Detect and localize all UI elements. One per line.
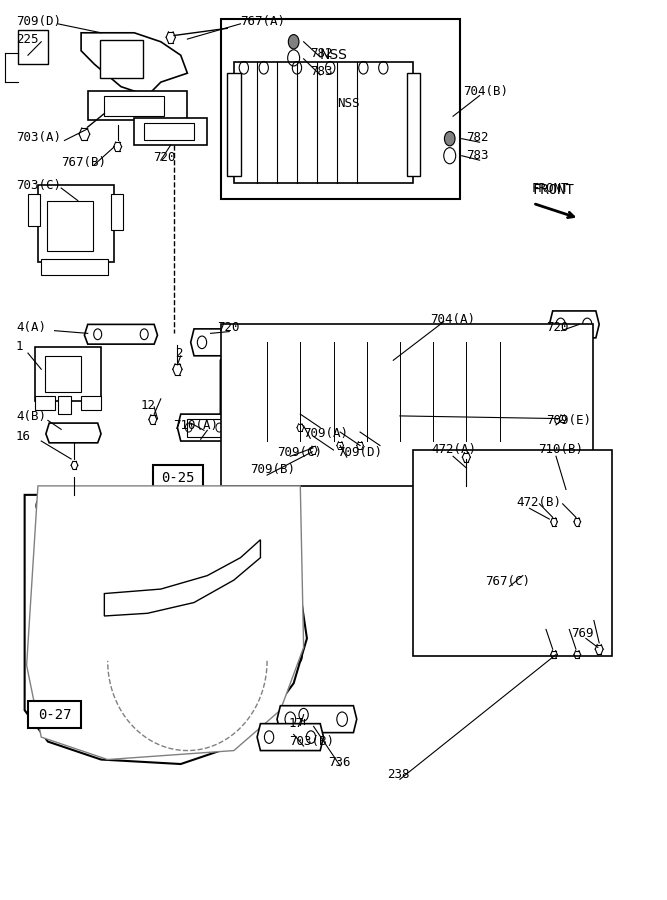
Text: 709(D): 709(D)	[16, 14, 61, 28]
Polygon shape	[134, 118, 207, 145]
Text: 709(E): 709(E)	[546, 414, 591, 427]
Text: 704(B): 704(B)	[463, 85, 508, 97]
Bar	[320, 333, 360, 360]
Text: 0-27: 0-27	[38, 707, 71, 722]
Text: 4(A): 4(A)	[16, 320, 46, 334]
Text: 720: 720	[546, 320, 568, 334]
Bar	[47, 202, 93, 251]
Bar	[81, 396, 101, 410]
Bar	[55, 549, 181, 620]
Bar	[111, 194, 123, 230]
Bar	[28, 701, 81, 728]
Bar	[35, 396, 55, 410]
Text: 720: 720	[153, 151, 175, 164]
Bar	[414, 450, 612, 656]
Text: 0-25: 0-25	[161, 471, 195, 485]
Bar	[45, 356, 81, 392]
Polygon shape	[85, 324, 157, 344]
Bar	[144, 122, 194, 140]
Text: 17: 17	[289, 717, 304, 730]
Text: 225: 225	[16, 32, 39, 46]
Text: FRONT: FRONT	[532, 182, 569, 194]
Bar	[187, 418, 221, 436]
Text: 710(A): 710(A)	[173, 419, 217, 432]
Bar	[35, 346, 101, 400]
Polygon shape	[88, 91, 187, 120]
Text: 704(A): 704(A)	[430, 312, 475, 326]
Circle shape	[288, 34, 299, 49]
Bar	[68, 616, 167, 665]
Polygon shape	[104, 540, 260, 616]
Bar	[38, 185, 114, 262]
Bar	[38, 508, 204, 554]
Text: 12: 12	[141, 399, 156, 411]
Text: 709(C): 709(C)	[277, 446, 322, 459]
Polygon shape	[46, 423, 101, 443]
Text: 782: 782	[310, 47, 333, 60]
Bar	[61, 661, 181, 701]
Bar	[58, 396, 71, 414]
Text: 736: 736	[328, 756, 351, 769]
Text: 709(A): 709(A)	[303, 428, 349, 440]
Bar	[436, 567, 586, 620]
Text: 238: 238	[387, 769, 409, 781]
Bar	[41, 259, 107, 275]
Text: 767(C): 767(C)	[485, 575, 530, 589]
Polygon shape	[416, 558, 606, 629]
Text: 703(B): 703(B)	[289, 735, 334, 748]
Text: 710(B): 710(B)	[538, 444, 583, 456]
Text: 1: 1	[16, 340, 23, 354]
Bar	[48, 558, 181, 598]
Polygon shape	[81, 32, 187, 95]
Bar	[28, 194, 40, 226]
Text: 703(C): 703(C)	[16, 179, 61, 192]
Bar	[153, 465, 203, 491]
Bar	[414, 333, 453, 360]
Polygon shape	[423, 486, 586, 549]
Text: 767(B): 767(B)	[61, 157, 106, 169]
Polygon shape	[550, 310, 599, 338]
Bar	[234, 61, 414, 183]
Bar	[104, 96, 164, 116]
Text: 4(B): 4(B)	[16, 410, 46, 423]
Polygon shape	[25, 495, 307, 764]
Text: NSS: NSS	[337, 97, 360, 110]
Text: 709(B): 709(B)	[251, 464, 295, 476]
Bar	[99, 40, 143, 77]
Text: FRONT: FRONT	[533, 183, 575, 197]
Text: 783: 783	[466, 149, 489, 162]
Bar	[221, 19, 460, 199]
Text: 709(D): 709(D)	[337, 446, 382, 459]
Circle shape	[299, 708, 308, 721]
Polygon shape	[27, 486, 303, 760]
Text: 472(B): 472(B)	[516, 496, 561, 508]
Text: 472(A): 472(A)	[432, 444, 477, 456]
Bar	[221, 324, 592, 486]
Text: 703(A): 703(A)	[16, 131, 61, 144]
Polygon shape	[191, 328, 244, 356]
Bar	[227, 73, 241, 176]
Polygon shape	[177, 414, 231, 441]
Text: NSS: NSS	[319, 49, 348, 62]
Text: 769: 769	[572, 627, 594, 641]
Polygon shape	[257, 724, 323, 751]
Bar	[55, 611, 181, 652]
Text: 720: 720	[217, 321, 239, 335]
Polygon shape	[221, 342, 560, 441]
Text: 782: 782	[466, 131, 489, 144]
Circle shape	[444, 131, 455, 146]
Polygon shape	[543, 486, 599, 506]
Bar	[41, 504, 181, 544]
Polygon shape	[277, 706, 357, 733]
Text: 2: 2	[175, 347, 183, 361]
Text: 16: 16	[16, 430, 31, 443]
Bar	[18, 30, 48, 64]
Text: 767(A): 767(A)	[241, 14, 285, 28]
Bar	[81, 661, 161, 706]
Text: 783: 783	[310, 65, 333, 78]
Bar	[407, 73, 420, 176]
